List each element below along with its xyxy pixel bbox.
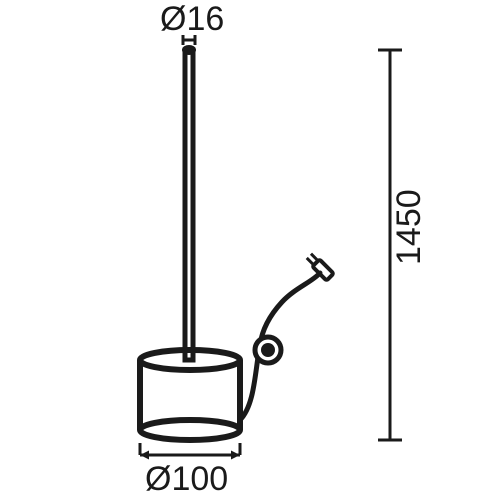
- dim-bottom-label: Ø100: [145, 460, 228, 498]
- lamp-rod: [185, 50, 193, 360]
- plug-prong: [307, 258, 314, 265]
- cord-switch-inner: [261, 343, 275, 357]
- base-bottom-ellipse: [140, 420, 240, 440]
- plug-prong: [311, 254, 318, 261]
- dim-height-label: 1450: [390, 189, 428, 265]
- lamp-technical-drawing: Ø16 Ø100 1450: [0, 0, 500, 500]
- dim-top-label: Ø16: [160, 0, 224, 38]
